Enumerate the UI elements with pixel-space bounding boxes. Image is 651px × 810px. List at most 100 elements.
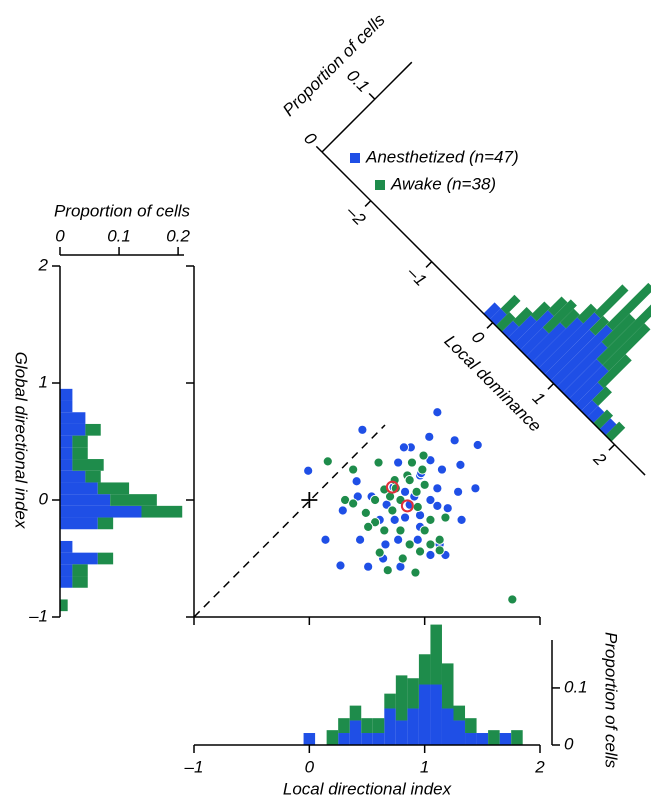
x-tick-label: 0: [305, 757, 315, 776]
y-tick-label: 1: [39, 372, 48, 391]
scatter-point: [406, 457, 418, 468]
scatter-point: [424, 431, 435, 442]
y-tick: [368, 92, 376, 100]
hist-bar: [85, 470, 101, 483]
scatter-point: [432, 407, 443, 418]
x-tick: [486, 322, 494, 329]
hist-bar: [589, 315, 610, 336]
scatter-point: [455, 459, 466, 470]
hist-bar: [562, 358, 603, 399]
scatter-point: [417, 464, 428, 475]
hist-bar: [72, 576, 88, 588]
hist-bar: [60, 388, 73, 401]
x-tick-label: 0: [468, 327, 489, 348]
scatter-point: [380, 539, 391, 550]
y-axis: [321, 61, 413, 153]
x-tick: [608, 444, 616, 451]
hist-bar: [501, 320, 519, 338]
hist-bar: [577, 303, 598, 324]
hist-bar: [465, 733, 477, 745]
hist-bar: [60, 517, 98, 530]
hist-bar: [60, 412, 86, 424]
y-tick: [315, 145, 323, 153]
hist-bar: [60, 423, 86, 436]
hist-bar: [465, 718, 477, 734]
scatter-point: [335, 560, 346, 571]
hist-bar: [599, 418, 617, 436]
scatter-point: [352, 491, 363, 502]
hist-bar: [544, 329, 596, 381]
hist-bar: [395, 675, 408, 721]
hist-bar: [574, 382, 604, 412]
hist-bar: [489, 308, 507, 326]
scatter-point: [389, 475, 400, 486]
x-tick-label: 0: [55, 226, 65, 245]
hist-bar: [361, 718, 373, 734]
scatter-point: [393, 534, 404, 545]
scatter-point: [434, 545, 445, 556]
hist-bar: [499, 733, 512, 745]
x-tick: [364, 200, 372, 207]
scatter-point: [453, 486, 464, 497]
scatter-point: [379, 525, 390, 536]
hist-bar: [338, 733, 350, 745]
hist-bar: [361, 733, 373, 745]
y-tick-label: 0: [564, 734, 574, 753]
scatter-point: [389, 514, 400, 525]
legend-swatch: [375, 180, 385, 190]
hist-bar: [483, 302, 501, 320]
hist-bar: [97, 517, 114, 530]
hist-bar: [568, 365, 609, 405]
scatter-point: [303, 465, 314, 476]
x-tick-label: 0.2: [166, 226, 190, 245]
x-tick: [425, 261, 433, 268]
hist-bar: [97, 482, 130, 495]
hist-bar: [550, 324, 613, 387]
y-tick-label: 0: [300, 129, 321, 150]
hist-bar: [587, 406, 605, 424]
scatter-point: [436, 464, 448, 475]
x-axis-title: Proportion of cells: [54, 201, 191, 220]
x-axis: [321, 151, 646, 476]
hist-bar: [520, 327, 549, 357]
hist-bar: [441, 663, 454, 709]
scatter-point: [434, 534, 445, 545]
scatter-point: [348, 498, 359, 509]
scatter-point: [425, 514, 436, 525]
hist-bar: [602, 323, 651, 372]
highlight-point: [400, 499, 414, 513]
hist-bar: [601, 313, 636, 348]
scatter-point: [470, 483, 481, 494]
hist-bar: [60, 400, 73, 413]
hist-bar: [110, 494, 157, 506]
hist-bar: [507, 315, 537, 344]
hist-bar: [526, 322, 567, 363]
scatter-point: [399, 512, 411, 523]
hist-bar: [606, 282, 651, 331]
y-axis-title: Proportion of cells: [279, 10, 389, 120]
scatter-point: [393, 457, 404, 468]
origin-cross: [301, 492, 318, 508]
hist-bar: [430, 624, 442, 685]
scatter-point: [425, 539, 436, 550]
scatter-point: [360, 507, 371, 518]
scatter-point: [412, 534, 423, 545]
y-tick-label: –1: [28, 606, 48, 625]
hist-bar: [384, 693, 396, 709]
hist-bar: [407, 708, 419, 745]
hist-bar: [592, 386, 612, 407]
scatter-point: [419, 479, 430, 490]
hist-bar: [349, 705, 362, 721]
legend-label: Awake (n=38): [390, 174, 496, 193]
hist-bar: [60, 482, 98, 495]
hist-bar: [60, 505, 142, 518]
x-tick-label: 1: [529, 388, 549, 408]
hist-bar: [303, 733, 316, 745]
scatter-point: [373, 457, 384, 468]
scatter-point: [404, 475, 415, 486]
hist-bar: [530, 301, 551, 322]
hist-bar: [60, 435, 73, 448]
hist-bar: [349, 720, 362, 745]
